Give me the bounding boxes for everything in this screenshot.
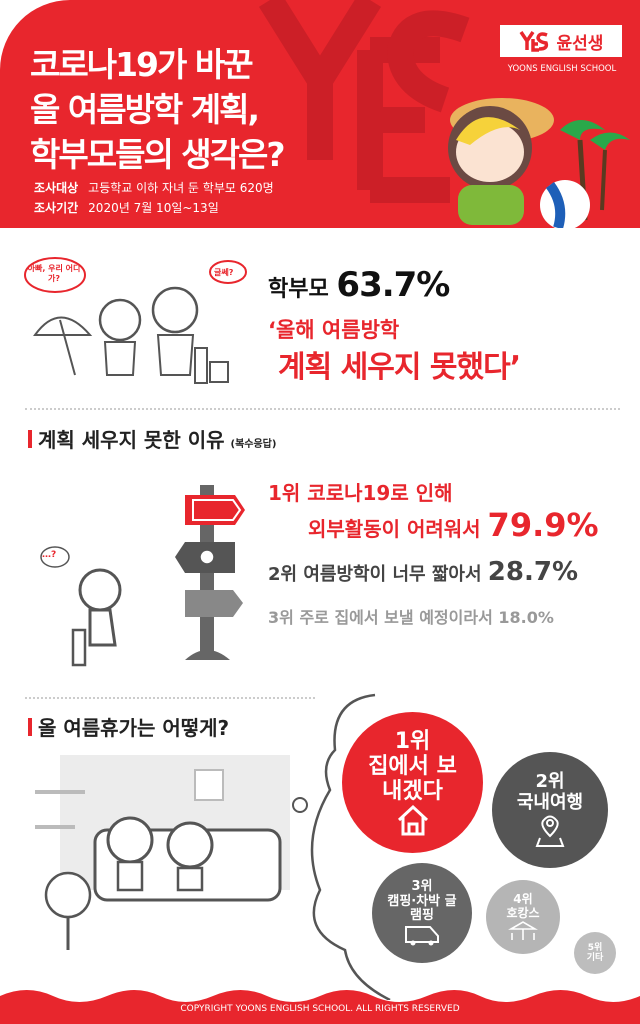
reason-text: 주로 집에서 보낼 예정이라서: [299, 608, 493, 627]
vacation-heading: 올 여름휴가는 어떻게?: [28, 712, 229, 741]
divider: [25, 408, 620, 410]
vacation-rank: 4위: [513, 892, 533, 907]
survey-target-value: 고등학교 이하 자녀 둔 학부모 620명: [88, 181, 274, 195]
reason-percent: 18.0%: [498, 608, 554, 627]
reason-percent: 28.7%: [487, 557, 578, 587]
survey-target: 조사대상 고등학교 이하 자녀 둔 학부모 620명: [34, 179, 274, 196]
map-pin-icon: [535, 815, 565, 847]
logo-mark: [519, 31, 548, 52]
reasons-heading-text: 계획 세우지 못한 이유: [38, 428, 225, 452]
logo-name: 윤선생: [556, 33, 604, 54]
header-banner: 코로나19가 바꾼 올 여름방학 계획, 학부모들의 생각은? 조사대상 고등학교…: [0, 0, 640, 228]
thought-cloud-and-family-illustration: [35, 693, 391, 1000]
thought-bubble-text: …?: [42, 550, 57, 560]
reasons-heading: 계획 세우지 못한 이유 (복수응답): [28, 424, 276, 453]
headline-quote-line1: ‘올해 여름방학: [268, 318, 400, 342]
title-line: 학부모들의 생각은?: [30, 135, 286, 174]
reason-text: 여름방학이 너무 짧아서: [303, 564, 482, 585]
signpost-traveler-illustration: [40, 485, 245, 667]
reason-rank: 3위: [268, 608, 294, 627]
family-illustration: [24, 257, 247, 384]
headline-quote-line2: 계획 세우지 못했다’: [278, 350, 521, 385]
reason-rank-1-line1: 1위 코로나19로 인해: [268, 482, 453, 505]
headline-stat: 학부모 63.7%: [268, 265, 450, 305]
reason-text: 코로나19로 인해: [307, 481, 453, 505]
vacation-label: 국내여행: [516, 792, 584, 813]
parasol-icon: [508, 920, 538, 940]
reason-percent: 79.9%: [487, 506, 599, 544]
reason-rank-1-line2: 외부활동이 어려워서 79.9%: [308, 507, 599, 544]
stat-percent: 63.7%: [336, 265, 450, 305]
vacation-label: 호캉스: [506, 906, 540, 920]
vacation-heading-text: 올 여름휴가는 어떻게?: [38, 716, 230, 740]
watermark-logo: [258, 0, 470, 203]
title-line: 올 여름방학 계획,: [30, 90, 260, 129]
footer-wave: [0, 990, 640, 1024]
page-title: 코로나19가 바꾼 올 여름방학 계획, 학부모들의 생각은?: [30, 42, 286, 177]
title-line: 코로나19가 바꾼: [30, 45, 254, 84]
parent-speech-bubble: 글쎄?: [214, 268, 234, 277]
vacation-rank-2: 2위 국내여행: [492, 752, 608, 868]
vacation-rank: 5위: [587, 942, 603, 953]
survey-period-label: 조사기간: [34, 201, 79, 215]
vacation-label: 집에서 보내겠다: [368, 753, 457, 805]
stat-subject: 학부모: [268, 277, 329, 302]
survey-period: 조사기간 2020년 7월 10일~13일: [34, 199, 219, 216]
child-speech-bubble: 아빠, 우리 어디가?: [27, 264, 81, 283]
heading-bar: [28, 429, 32, 448]
reason-rank-2: 2위 여름방학이 너무 짧아서 28.7%: [268, 557, 578, 588]
reasons-note: (복수응답): [230, 439, 277, 450]
vacation-rank-4: 4위 호캉스: [486, 880, 560, 954]
vacation-rank-1: 1위 집에서 보내겠다: [342, 712, 483, 853]
mascot-illustration: [448, 98, 630, 228]
vacation-rank-5: 5위 기타: [574, 932, 616, 974]
vacation-rank-3: 3위 캠핑·차박 글램핑: [372, 863, 472, 963]
survey-target-label: 조사대상: [34, 181, 79, 195]
vacation-label: 캠핑·차박 글램핑: [387, 893, 457, 924]
house-icon: [397, 805, 428, 836]
reason-text: 외부활동이 어려워서: [308, 517, 481, 541]
divider: [25, 697, 315, 699]
logo-subtitle: YOONS ENGLISH SCHOOL: [507, 64, 617, 74]
reason-rank-3: 3위 주로 집에서 보낼 예정이라서 18.0%: [268, 604, 554, 628]
vacation-rank: 3위: [411, 878, 433, 894]
heading-bar: [28, 717, 32, 736]
vacation-rank: 2위: [535, 771, 565, 793]
brand-logo: 윤선생: [500, 25, 622, 57]
camper-van-icon: [405, 926, 439, 946]
reason-rank: 1위: [268, 481, 301, 505]
vacation-label: 기타: [586, 953, 604, 963]
survey-period-value: 2020년 7월 10일~13일: [88, 201, 219, 215]
vacation-rank: 1위: [394, 728, 431, 754]
footer-copyright: COPYRIGHT YOONS ENGLISH SCHOOL. ALL RIGH…: [180, 1004, 460, 1014]
reason-rank: 2위: [268, 564, 298, 585]
